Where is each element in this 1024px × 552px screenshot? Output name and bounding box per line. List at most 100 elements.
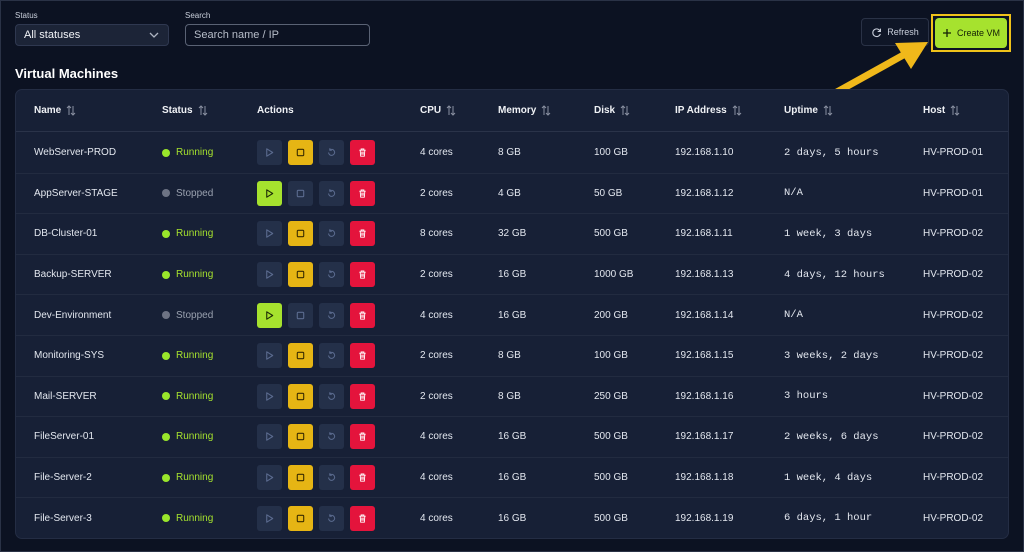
play-icon xyxy=(266,229,274,239)
stop-button[interactable] xyxy=(288,140,313,166)
vm-memory: 8 GB xyxy=(498,390,521,402)
restart-button[interactable] xyxy=(319,505,344,531)
row-actions xyxy=(257,180,375,206)
filter-bar: Status All statuses Search xyxy=(15,11,370,46)
restart-button[interactable] xyxy=(319,221,344,247)
column-header-host[interactable]: Host xyxy=(923,105,960,116)
table-row: Dev-Environment Stopped 4 cores 16 GB 200 GB… xyxy=(16,295,1008,336)
sort-arrows-icon xyxy=(950,105,960,116)
restart-button[interactable] xyxy=(319,343,344,369)
vm-memory: 32 GB xyxy=(498,228,527,240)
table-header: Name Status Actions CPU Memory Disk IP A… xyxy=(16,90,1008,132)
table-row: File-Server-3 Running 4 cores 16 GB 500 GB 19… xyxy=(16,498,1008,538)
start-button[interactable] xyxy=(257,424,282,450)
vm-disk: 50 GB xyxy=(594,187,623,199)
vm-uptime: 3 weeks, 2 days xyxy=(784,349,879,362)
row-actions xyxy=(257,343,375,369)
vm-memory: 16 GB xyxy=(498,472,527,484)
start-button[interactable] xyxy=(257,343,282,369)
vm-ip: 192.168.1.16 xyxy=(675,390,734,402)
trash-icon xyxy=(359,392,366,401)
stop-button[interactable] xyxy=(288,383,313,409)
stop-button[interactable] xyxy=(288,424,313,450)
delete-button[interactable] xyxy=(350,383,375,409)
stop-button[interactable] xyxy=(288,221,313,247)
delete-button[interactable] xyxy=(350,262,375,288)
stop-button[interactable] xyxy=(288,505,313,531)
start-button[interactable] xyxy=(257,262,282,288)
stop-button[interactable] xyxy=(288,465,313,491)
play-icon xyxy=(266,189,274,198)
table-row: FileServer-01 Running 4 cores 16 GB 500 GB 19… xyxy=(16,417,1008,458)
status-select[interactable]: All statuses xyxy=(15,24,169,46)
create-vm-button[interactable]: Create VM xyxy=(935,18,1007,48)
section-title: Virtual Machines xyxy=(15,66,119,81)
status-dot xyxy=(162,514,170,523)
vm-name: Monitoring-SYS xyxy=(34,350,105,362)
delete-button[interactable] xyxy=(350,505,375,531)
restart-icon xyxy=(328,473,336,481)
play-icon xyxy=(266,148,274,157)
stop-button[interactable] xyxy=(288,343,313,369)
row-actions xyxy=(257,383,375,409)
start-button[interactable] xyxy=(257,221,282,247)
restart-icon xyxy=(328,310,336,319)
table-row: AppServer-STAGE Stopped 2 cores 4 GB 50 GB 19… xyxy=(16,174,1008,215)
column-header-uptime[interactable]: Uptime xyxy=(784,105,833,116)
table-row: File-Server-2 Running 4 cores 16 GB 500 GB 19… xyxy=(16,458,1008,499)
restart-button[interactable] xyxy=(319,302,344,328)
vm-cpu: 4 cores xyxy=(420,512,453,524)
delete-button[interactable] xyxy=(350,140,375,166)
start-button[interactable] xyxy=(257,140,282,166)
trash-icon xyxy=(359,270,366,279)
vm-name: Mail-SERVER xyxy=(34,390,97,402)
start-button[interactable] xyxy=(257,180,282,206)
column-header-name[interactable]: Name xyxy=(34,105,76,116)
column-header-status[interactable]: Status xyxy=(162,105,208,116)
column-header-memory[interactable]: Memory xyxy=(498,105,551,116)
vm-host: HV-PROD-02 xyxy=(923,390,984,402)
status-dot xyxy=(162,229,170,238)
restart-button[interactable] xyxy=(319,140,344,166)
vm-uptime: 1 week, 3 days xyxy=(784,227,873,240)
start-button[interactable] xyxy=(257,383,282,409)
vm-cpu: 2 cores xyxy=(420,187,453,199)
stop-button[interactable] xyxy=(288,262,313,288)
search-input[interactable] xyxy=(185,24,370,46)
trash-icon xyxy=(359,432,366,442)
restart-button[interactable] xyxy=(319,424,344,450)
restart-button[interactable] xyxy=(319,465,344,491)
status-text: Stopped xyxy=(176,309,214,321)
delete-button[interactable] xyxy=(350,424,375,450)
refresh-button[interactable]: Refresh xyxy=(861,18,929,46)
table-row: WebServer-PROD Running 4 cores 8 GB 100 GB 19… xyxy=(16,133,1008,174)
restart-button[interactable] xyxy=(319,262,344,288)
restart-button[interactable] xyxy=(319,180,344,206)
delete-button[interactable] xyxy=(350,465,375,491)
start-button[interactable] xyxy=(257,465,282,491)
delete-button[interactable] xyxy=(350,302,375,328)
status-badge: Running xyxy=(162,472,213,483)
column-header-cpu[interactable]: CPU xyxy=(420,105,456,116)
column-label: Actions xyxy=(257,105,294,116)
vm-disk: 200 GB xyxy=(594,309,628,321)
delete-button[interactable] xyxy=(350,180,375,206)
row-actions xyxy=(257,302,375,328)
vm-ip: 192.168.1.12 xyxy=(675,187,734,199)
stop-button[interactable] xyxy=(288,180,313,206)
restart-button[interactable] xyxy=(319,383,344,409)
sort-arrows-icon xyxy=(446,105,456,116)
column-header-ip[interactable]: IP Address xyxy=(675,105,742,116)
start-button[interactable] xyxy=(257,505,282,531)
trash-icon xyxy=(359,148,366,157)
start-button[interactable] xyxy=(257,302,282,328)
vm-cpu: 4 cores xyxy=(420,147,453,159)
trash-icon xyxy=(359,351,366,360)
delete-button[interactable] xyxy=(350,221,375,247)
column-header-disk[interactable]: Disk xyxy=(594,105,630,116)
status-badge: Running xyxy=(162,350,213,361)
status-badge: Running xyxy=(162,391,213,402)
stop-button[interactable] xyxy=(288,302,313,328)
delete-button[interactable] xyxy=(350,343,375,369)
status-dot xyxy=(162,270,170,279)
